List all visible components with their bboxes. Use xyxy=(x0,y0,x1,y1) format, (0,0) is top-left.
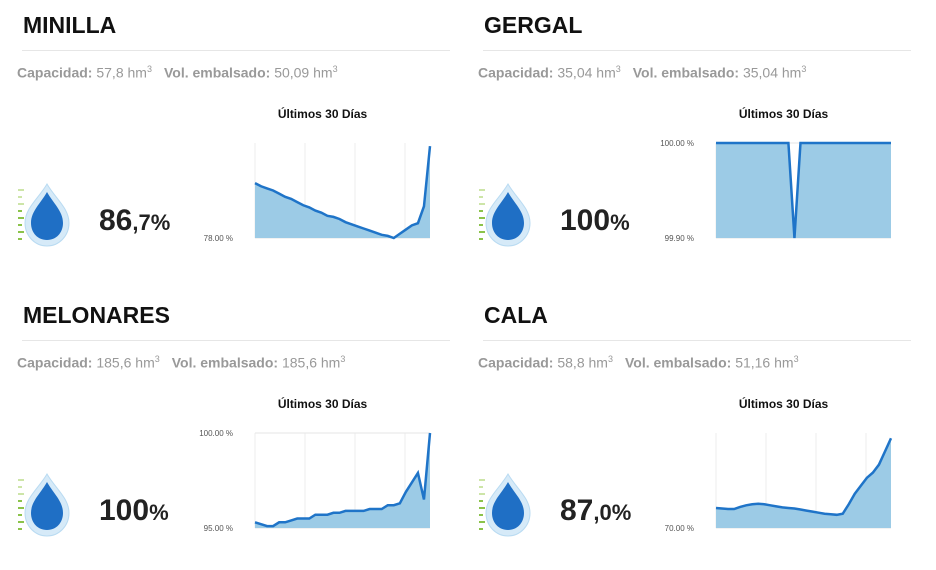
reservoir-name: MINILLA xyxy=(23,12,117,38)
reservoir-name: CALA xyxy=(484,302,548,328)
reservoir-card: GERGAL Capacidad: 35,04 hm3 Vol. embalsado… xyxy=(478,0,928,280)
capacity-label: Capacidad: xyxy=(478,64,554,81)
percent-decimal: ,7 xyxy=(132,210,151,235)
info-row: Capacidad: 185,6 hm3 Vol. embalsado: 185,… xyxy=(17,354,345,371)
volume-value: 185,6 hm xyxy=(281,354,341,371)
divider xyxy=(483,50,911,51)
y-tick-label: 99.90 % xyxy=(665,234,694,243)
percent-unit: % xyxy=(610,210,630,235)
dashboard: MINILLA Capacidad: 57,8 hm3 Vol. embalsado… xyxy=(17,0,928,537)
drop xyxy=(31,482,63,530)
y-tick-label: 95.00 % xyxy=(204,524,233,533)
reservoir-card: MELONARES Capacidad: 185,6 hm3 Vol. embals… xyxy=(17,290,467,570)
area-fill xyxy=(255,433,430,528)
area-fill xyxy=(255,146,430,238)
line xyxy=(715,437,893,517)
percent: 86,7% xyxy=(99,204,170,238)
divider xyxy=(483,340,911,341)
volume-label: Vol. embalsado: xyxy=(624,354,732,371)
percent-unit: % xyxy=(149,500,169,525)
capacity-label: Capacidad: xyxy=(17,354,93,371)
volume-value: 50,09 hm xyxy=(274,64,333,81)
chart-title: Últimos 30 Días xyxy=(278,396,368,411)
drop xyxy=(492,192,524,240)
reservoir-name: GERGAL xyxy=(484,12,583,38)
percent-value: 100 xyxy=(560,204,611,237)
y-tick-label: 100.00 % xyxy=(660,139,694,148)
capacity-unit-exp: 3 xyxy=(607,354,613,364)
capacity-value: 35,04 hm xyxy=(557,64,616,81)
volume-value: 35,04 hm xyxy=(742,64,802,81)
y-tick-label: 78.00 % xyxy=(204,234,233,243)
info-row: Capacidad: 57,8 hm3 Vol. embalsado: 50,09… xyxy=(17,64,338,81)
chart-title: Últimos 30 Días xyxy=(278,106,368,121)
card-graphics: Últimos 30 Días 99.90 % 100.00 % xyxy=(479,106,891,247)
percent-decimal: ,0 xyxy=(593,500,612,525)
divider xyxy=(22,340,450,341)
volume-unit-exp: 3 xyxy=(332,64,338,74)
volume-label: Vol. embalsado: xyxy=(632,64,740,81)
area-fill xyxy=(716,438,891,528)
reservoir-card: MINILLA Capacidad: 57,8 hm3 Vol. embalsado… xyxy=(17,0,467,280)
percent-unit: % xyxy=(611,500,632,525)
y-tick-label: 100.00 % xyxy=(199,429,233,438)
line xyxy=(716,141,891,239)
percent: 100% xyxy=(560,204,630,238)
capacity-label: Capacidad: xyxy=(478,354,554,371)
capacity-unit-exp: 3 xyxy=(154,354,160,364)
reservoir-name: MELONARES xyxy=(23,302,170,328)
percent: 100% xyxy=(99,494,169,528)
divider xyxy=(22,50,450,51)
volume-value: 51,16 hm xyxy=(735,354,794,371)
card-graphics: Últimos 30 Días 70.00 % xyxy=(479,396,893,537)
volume-label: Vol. embalsado: xyxy=(163,64,271,81)
capacity-label: Capacidad: xyxy=(17,64,93,81)
card-graphics: Últimos 30 Días 95.00 % 100.00 % xyxy=(18,396,432,537)
info-row: Capacidad: 35,04 hm3 Vol. embalsado: 35,0… xyxy=(478,64,806,81)
capacity-unit-exp: 3 xyxy=(146,64,152,74)
percent-value: 86 xyxy=(99,204,133,237)
capacity-value: 185,6 hm xyxy=(96,354,155,371)
reservoir-card: CALA Capacidad: 58,8 hm3 Vol. embalsado: 5… xyxy=(478,290,928,570)
volume-unit-exp: 3 xyxy=(801,64,807,74)
volume-unit-exp: 3 xyxy=(793,354,799,364)
capacity-value: 58,8 hm xyxy=(557,354,608,371)
info-row: Capacidad: 58,8 hm3 Vol. embalsado: 51,16… xyxy=(478,354,799,371)
chart-title: Últimos 30 Días xyxy=(739,106,829,121)
area-fill xyxy=(716,143,891,238)
card-graphics: Últimos 30 Días 78.00 % xyxy=(18,106,432,247)
volume-label: Vol. embalsado: xyxy=(171,354,279,371)
capacity-value: 57,8 hm xyxy=(96,64,147,81)
volume-unit-exp: 3 xyxy=(340,354,346,364)
line xyxy=(254,146,432,240)
percent-value: 87 xyxy=(560,494,594,527)
chart-title: Últimos 30 Días xyxy=(739,396,829,411)
percent-unit: % xyxy=(150,210,171,235)
line xyxy=(254,432,432,528)
percent-value: 100 xyxy=(99,494,150,527)
drop xyxy=(492,482,524,530)
y-tick-label: 70.00 % xyxy=(665,524,694,533)
percent: 87,0% xyxy=(560,494,631,528)
capacity-unit-exp: 3 xyxy=(615,64,621,74)
drop xyxy=(31,192,63,240)
